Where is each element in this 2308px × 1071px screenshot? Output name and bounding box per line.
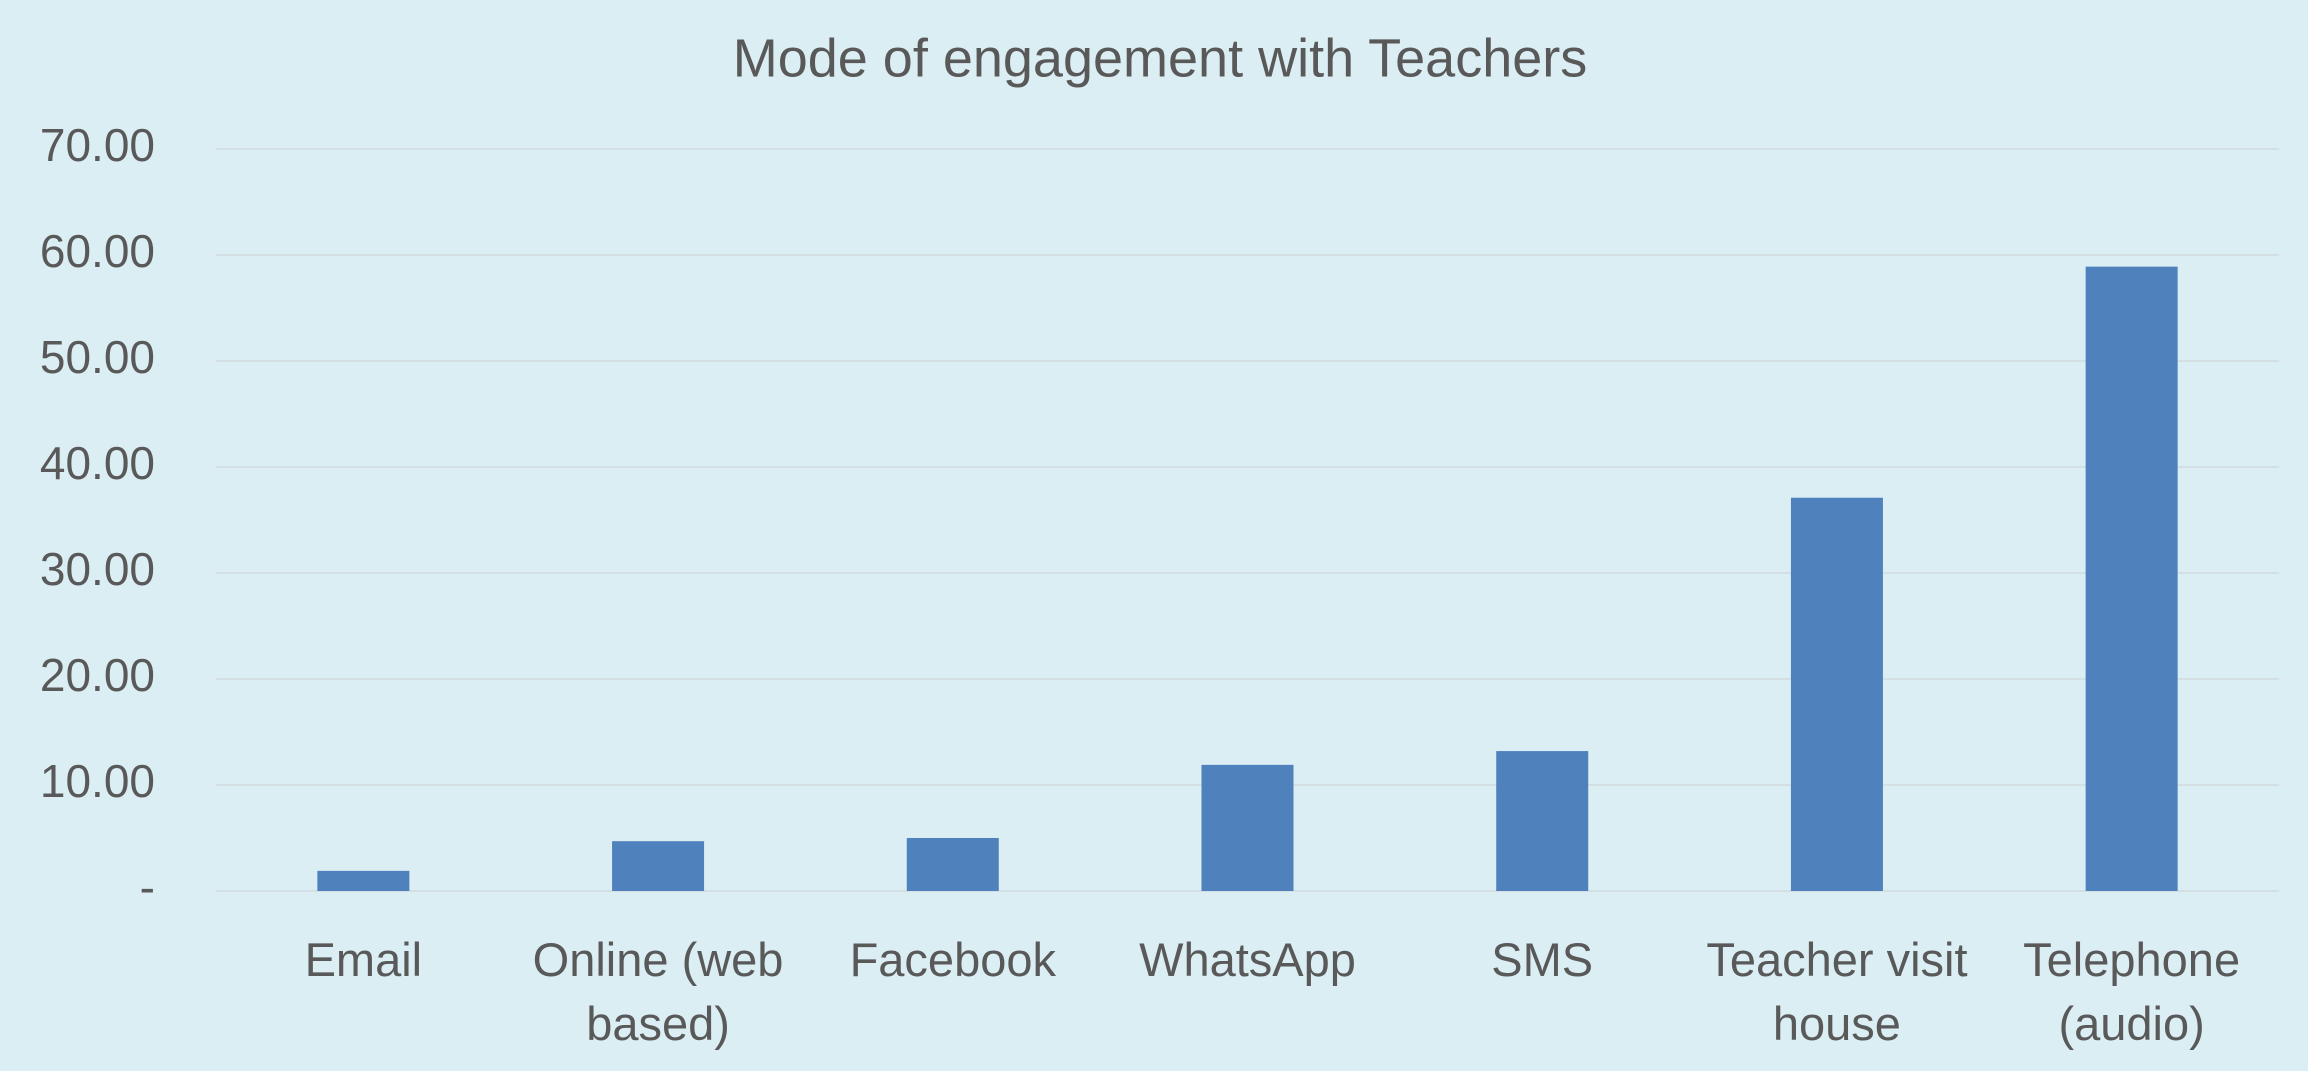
x-tick-label: SMS	[1491, 933, 1594, 986]
bar	[906, 838, 999, 891]
x-tick-label: Facebook	[849, 933, 1056, 986]
x-tick-label: WhatsApp	[1139, 933, 1356, 986]
x-tick-label: Online (web based)	[532, 933, 784, 1050]
y-tick-label: 60.00	[40, 225, 155, 277]
bar	[317, 870, 410, 891]
bar	[1496, 751, 1589, 891]
bar	[1201, 764, 1294, 891]
y-tick-label: 10.00	[40, 755, 155, 807]
chart-title: Mode of engagement with Teachers	[733, 28, 1588, 88]
y-tick-label: 20.00	[40, 649, 155, 701]
bar	[1790, 497, 1883, 891]
y-tick-label: 40.00	[40, 437, 155, 489]
y-tick-label: -	[140, 861, 155, 913]
x-tick-label: Teacher visit house	[1706, 933, 1968, 1050]
x-tick-label: Telephone (audio)	[2023, 933, 2241, 1050]
x-tick-label: Email	[304, 933, 423, 986]
y-tick-label: 30.00	[40, 543, 155, 595]
bar	[2085, 266, 2178, 891]
bar	[612, 841, 705, 891]
y-tick-label: 50.00	[40, 331, 155, 383]
y-tick-label: 70.00	[40, 119, 155, 171]
